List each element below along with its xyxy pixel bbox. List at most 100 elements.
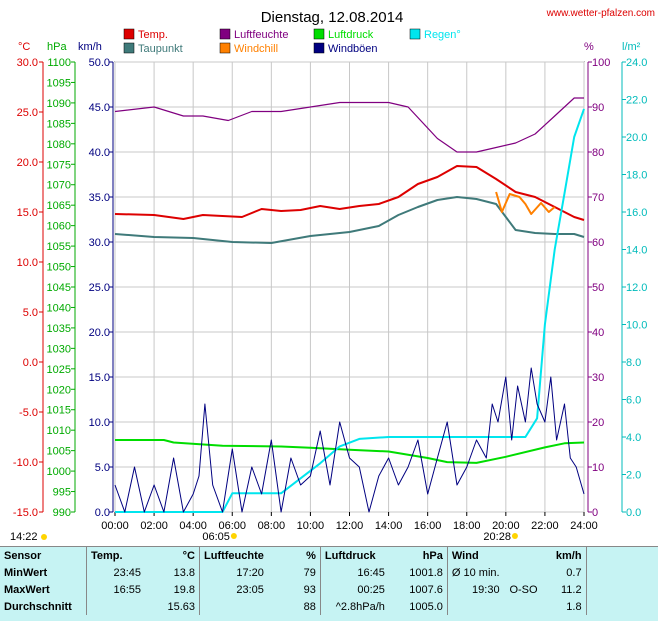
press-time: 00:25 [319,581,389,598]
wind-axis-tick-label: 0.0 [95,507,110,519]
press-value: 1001.8 [409,566,443,579]
rain-axis-tick-label: 0.0 [626,507,641,519]
press-value: 1005.0 [409,600,443,613]
temp-unit-label: °C [18,41,30,53]
press-time: ^2.8hPa/h [319,598,389,615]
humidity-axis-tick-label: 0 [592,507,598,519]
wind-axis-tick-label: 5.0 [95,462,110,474]
stats-header-wind-unit: km/h [555,549,582,562]
stats-table: Sensor Temp. °C Luftfeuchte % Luftdruck … [0,547,595,615]
left-time-label: 14:22 [10,531,38,543]
stats-header-wind: Wind [446,547,504,564]
legend-label: Luftfeuchte [234,29,288,41]
humidity-axis-tick-label: 80 [592,147,604,159]
stats-spacer [585,581,595,598]
hum-value: 79 [303,566,316,579]
series-line [495,191,556,215]
stats-row-max: MaxWert 16:55 19.8 23:05 93 00:25 1007.6… [0,581,595,598]
legend-swatch [219,42,231,54]
pressure-axis-tick-label: 1100 [47,57,71,69]
humidity-axis-tick-label: 90 [592,102,604,114]
plot-area [114,97,585,513]
x-tick-label: 20:00 [492,520,520,532]
stats-header-row: Sensor Temp. °C Luftfeuchte % Luftdruck … [0,547,595,564]
temp-axis-tick-label: -10.0 [13,457,38,469]
pressure-axis-tick-label: 1005 [47,446,71,458]
pressure-axis-tick-label: 1030 [47,343,71,355]
hum-value: 88 [303,600,316,613]
wind-value: 0.7 [566,566,582,579]
pressure-axis-tick-label: 1035 [47,323,71,335]
series-line [114,165,585,221]
pressure-unit-label: hPa [47,41,67,53]
row-label: MaxWert [4,583,50,596]
rain-axis-tick-label: 12.0 [626,282,647,294]
weather-chart: Dienstag, 12.08.2014 www.wetter-pfalzen.… [10,8,655,543]
pressure-axis-tick-label: 990 [53,507,71,519]
temp-time [86,598,145,615]
legend-label: Temp. [138,29,168,41]
wind-unit-label: km/h [78,41,102,53]
wind-axis-tick-label: 40.0 [89,147,110,159]
wind-axis-tick-label: 10.0 [89,417,110,429]
temp-axis-tick-label: 5.0 [23,307,38,319]
legend-swatch [409,28,421,40]
stats-row-min: MinWert 23:45 13.8 17:20 79 16:45 1001.8… [0,564,595,581]
humidity-axis-tick-label: 30 [592,372,604,384]
x-tick-label: 12:00 [336,520,364,532]
humidity-unit-label: % [584,41,594,53]
wind-value: 1.8 [566,600,582,613]
hum-time [198,598,268,615]
pressure-axis-tick-label: 1080 [47,139,71,151]
wind-time: 19:30 [446,581,504,598]
pressure-axis-tick-label: 1060 [47,221,71,233]
pressure-axis-tick-label: 1025 [47,364,71,376]
sun-markers: 06:05 20:28 14:22 [10,531,518,543]
legend-label: Windchill [234,43,278,55]
humidity-axis-tick-label: 20 [592,417,604,429]
temp-axis-tick-label: -15.0 [13,507,38,519]
stats-header-sensor: Sensor [4,549,42,562]
hum-time: 17:20 [198,564,268,581]
temp-axis-tick-label: 15.0 [17,207,38,219]
temp-value: 13.8 [173,566,195,579]
pressure-axis-tick-label: 1085 [47,118,71,130]
wind-time [446,598,504,615]
humidity-axis-tick-label: 40 [592,327,604,339]
row-label: MinWert [4,566,48,579]
x-tick-label: 18:00 [453,520,481,532]
rain-axis-tick-label: 14.0 [626,245,647,257]
x-tick-label: 06:00 [218,520,246,532]
pressure-axis-tick-label: 1055 [47,241,71,253]
humidity-axis-tick-label: 60 [592,237,604,249]
stats-header-hum-unit: % [306,549,316,562]
x-tick-label: 04:00 [179,520,207,532]
series-line [115,108,585,513]
pressure-axis-tick-label: 1075 [47,159,71,171]
temp-axis-tick-label: -5.0 [19,407,38,419]
sunrise-marker [230,533,237,539]
rain-axis-tick-label: 4.0 [626,432,641,444]
series-line [115,439,585,464]
stats-header-press: Luftdruck [319,547,389,564]
temp-axis-tick-label: 20.0 [17,157,38,169]
x-tick-label: 00:00 [101,520,129,532]
rain-axis-tick-label: 20.0 [626,132,647,144]
temp-axis-tick-label: 30.0 [17,57,38,69]
stats-header-temp-unit: °C [182,549,195,562]
temp-value: 19.8 [173,583,195,596]
humidity-axis-tick-label: 10 [592,462,604,474]
pressure-axis-tick-label: 1050 [47,262,71,274]
temp-value: 15.63 [167,600,195,613]
pressure-axis-tick-label: 1015 [47,405,71,417]
stats-header-temp: Temp. [86,547,145,564]
site-link[interactable]: www.wetter-pfalzen.com [546,8,655,19]
rain-axis-tick-label: 8.0 [626,357,641,369]
chart-title: Dienstag, 12.08.2014 [261,9,404,26]
rain-axis-tick-label: 24.0 [626,57,647,69]
grid [114,61,585,513]
stats-header-press-unit: hPa [422,549,443,562]
legend-swatch [313,28,325,40]
x-tick-label: 10:00 [297,520,325,532]
rain-axis-tick-label: 18.0 [626,170,647,182]
